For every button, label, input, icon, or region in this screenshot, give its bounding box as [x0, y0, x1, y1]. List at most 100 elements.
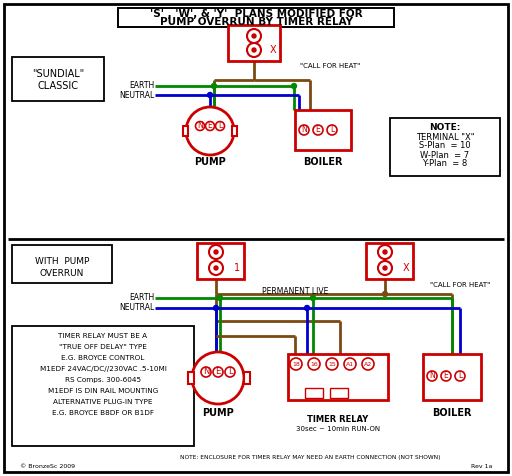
Text: 'S' , 'W', & 'Y'  PLANS MODIFIED FOR: 'S' , 'W', & 'Y' PLANS MODIFIED FOR	[150, 9, 362, 19]
Bar	[244, 372, 250, 384]
Bar	[366, 243, 413, 279]
Circle shape	[247, 29, 261, 43]
Text: M1EDF IS DIN RAIL MOUNTING: M1EDF IS DIN RAIL MOUNTING	[48, 388, 158, 394]
Text: "CALL FOR HEAT": "CALL FOR HEAT"	[300, 63, 360, 69]
Text: 1: 1	[234, 263, 240, 273]
Text: A2: A2	[364, 361, 372, 367]
Bar	[295, 110, 351, 150]
Bar	[188, 372, 194, 384]
Circle shape	[252, 34, 256, 38]
Circle shape	[305, 306, 309, 310]
Text: PUMP: PUMP	[194, 157, 226, 167]
Circle shape	[362, 358, 374, 370]
Circle shape	[252, 48, 256, 52]
Text: S-Plan  = 10: S-Plan = 10	[419, 141, 471, 150]
Circle shape	[313, 125, 323, 135]
Circle shape	[382, 291, 388, 297]
Circle shape	[310, 296, 315, 300]
Text: NEUTRAL: NEUTRAL	[120, 90, 155, 99]
Circle shape	[201, 367, 211, 377]
Circle shape	[344, 358, 356, 370]
Bar	[390, 118, 500, 176]
Text: N: N	[429, 371, 435, 380]
Text: N: N	[203, 367, 209, 377]
Bar	[288, 354, 388, 400]
Bar	[183, 126, 188, 136]
Bar	[305, 388, 323, 398]
Circle shape	[383, 266, 387, 270]
Text: Rev 1a: Rev 1a	[471, 464, 492, 468]
Text: E: E	[216, 367, 221, 377]
Text: NEUTRAL: NEUTRAL	[120, 304, 155, 313]
Text: E.G. BROYCE CONTROL: E.G. BROYCE CONTROL	[61, 355, 144, 361]
Circle shape	[211, 83, 217, 89]
Text: PUMP OVERRUN BY TIMER RELAY: PUMP OVERRUN BY TIMER RELAY	[160, 17, 352, 27]
Text: WITH  PUMP: WITH PUMP	[35, 257, 89, 266]
Text: L: L	[330, 126, 334, 135]
Circle shape	[216, 121, 224, 130]
Text: X: X	[270, 45, 276, 55]
Circle shape	[192, 352, 244, 404]
Text: EARTH: EARTH	[130, 81, 155, 90]
Text: 15: 15	[328, 361, 336, 367]
Text: E.G. BROYCE B8DF OR B1DF: E.G. BROYCE B8DF OR B1DF	[52, 410, 154, 416]
Text: EARTH: EARTH	[130, 294, 155, 303]
Text: W-Plan  = 7: W-Plan = 7	[420, 150, 470, 159]
Circle shape	[213, 367, 223, 377]
Circle shape	[214, 306, 219, 310]
Circle shape	[214, 266, 218, 270]
Circle shape	[427, 371, 437, 381]
Circle shape	[441, 371, 451, 381]
Text: 30sec ~ 10min RUN-ON: 30sec ~ 10min RUN-ON	[296, 426, 380, 432]
Text: © BronzeSc 2009: © BronzeSc 2009	[20, 464, 75, 468]
Text: E: E	[208, 121, 212, 130]
Text: ALTERNATIVE PLUG-IN TYPE: ALTERNATIVE PLUG-IN TYPE	[53, 399, 153, 405]
Text: A1: A1	[346, 361, 354, 367]
Bar	[12, 326, 194, 446]
Circle shape	[196, 121, 204, 130]
Circle shape	[378, 261, 392, 275]
Text: 18: 18	[292, 361, 300, 367]
Circle shape	[291, 83, 296, 89]
Bar	[330, 388, 348, 398]
Text: M1EDF 24VAC/DC//230VAC .5-10MI: M1EDF 24VAC/DC//230VAC .5-10MI	[39, 366, 166, 372]
Circle shape	[308, 358, 320, 370]
Text: NOTE:: NOTE:	[430, 123, 461, 132]
Circle shape	[186, 107, 234, 155]
Circle shape	[209, 261, 223, 275]
Text: Y-Plan  = 8: Y-Plan = 8	[422, 159, 467, 169]
Bar	[232, 126, 237, 136]
Text: L: L	[458, 371, 462, 380]
Text: N: N	[301, 126, 307, 135]
Text: OVERRUN: OVERRUN	[40, 268, 84, 278]
Circle shape	[290, 358, 302, 370]
Text: "SUNDIAL": "SUNDIAL"	[32, 69, 84, 79]
Text: X: X	[402, 263, 409, 273]
Text: BOILER: BOILER	[432, 408, 472, 418]
Bar	[423, 354, 481, 400]
Text: NOTE: ENCLOSURE FOR TIMER RELAY MAY NEED AN EARTH CONNECTION (NOT SHOWN): NOTE: ENCLOSURE FOR TIMER RELAY MAY NEED…	[180, 456, 440, 460]
Text: BOILER: BOILER	[303, 157, 343, 167]
Circle shape	[207, 92, 212, 98]
Text: 16: 16	[310, 361, 318, 367]
Text: L: L	[218, 121, 222, 130]
Text: CLASSIC: CLASSIC	[37, 81, 78, 91]
Text: E: E	[315, 126, 321, 135]
Text: L: L	[228, 367, 232, 377]
Bar	[12, 245, 112, 283]
Circle shape	[326, 358, 338, 370]
Circle shape	[299, 125, 309, 135]
Text: TIMER RELAY MUST BE A: TIMER RELAY MUST BE A	[58, 333, 147, 339]
Text: N: N	[197, 121, 203, 130]
Circle shape	[383, 250, 387, 254]
Circle shape	[247, 43, 261, 57]
Text: TERMINAL "X": TERMINAL "X"	[416, 132, 474, 141]
Circle shape	[214, 250, 218, 254]
Bar	[118, 8, 394, 27]
Text: PUMP: PUMP	[202, 408, 234, 418]
Text: "CALL FOR HEAT": "CALL FOR HEAT"	[430, 282, 490, 288]
Circle shape	[225, 367, 235, 377]
Circle shape	[378, 245, 392, 259]
Bar	[228, 25, 280, 61]
Circle shape	[455, 371, 465, 381]
